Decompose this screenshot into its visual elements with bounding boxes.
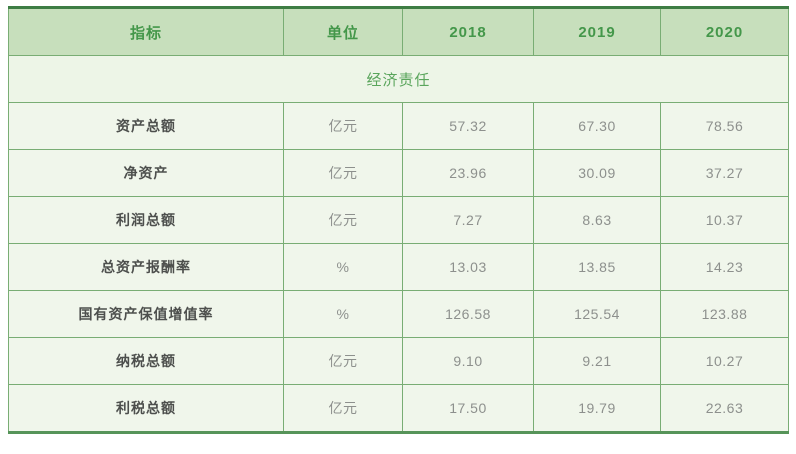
- value-2020-cell: 123.88: [660, 290, 789, 338]
- column-header-unit: 单位: [283, 7, 403, 56]
- value-2020-cell: 10.27: [660, 337, 789, 385]
- value-2018-cell: 126.58: [402, 290, 534, 338]
- value-2020-cell: 14.23: [660, 243, 789, 291]
- column-header-2020: 2020: [660, 7, 789, 56]
- value-2019-cell: 8.63: [533, 196, 661, 244]
- value-2019-cell: 9.21: [533, 337, 661, 385]
- indicator-cell: 利税总额: [8, 384, 284, 433]
- indicator-cell: 总资产报酬率: [8, 243, 284, 291]
- unit-cell: %: [283, 243, 403, 291]
- unit-cell: 亿元: [283, 102, 403, 150]
- value-2018-cell: 13.03: [402, 243, 534, 291]
- value-2018-cell: 7.27: [402, 196, 534, 244]
- section-header-label: 经济责任: [8, 55, 789, 103]
- value-2018-cell: 23.96: [402, 149, 534, 197]
- column-header-indicator: 指标: [8, 7, 284, 56]
- value-2019-cell: 13.85: [533, 243, 661, 291]
- table-row: 总资产报酬率 % 13.03 13.85 14.23: [8, 243, 789, 291]
- indicator-cell: 利润总额: [8, 196, 284, 244]
- value-2019-cell: 125.54: [533, 290, 661, 338]
- value-2019-cell: 19.79: [533, 384, 661, 433]
- table-row: 国有资产保值增值率 % 126.58 125.54 123.88: [8, 290, 789, 338]
- unit-cell: %: [283, 290, 403, 338]
- value-2020-cell: 37.27: [660, 149, 789, 197]
- value-2019-cell: 30.09: [533, 149, 661, 197]
- indicator-cell: 国有资产保值增值率: [8, 290, 284, 338]
- value-2018-cell: 57.32: [402, 102, 534, 150]
- table-header-row: 指标 单位 2018 2019 2020: [8, 7, 789, 56]
- indicators-table: 指标 单位 2018 2019 2020 经济责任 资产总额 亿元 57.32 …: [8, 6, 789, 434]
- section-header-row: 经济责任: [8, 55, 789, 103]
- column-header-2018: 2018: [402, 7, 534, 56]
- table-row: 资产总额 亿元 57.32 67.30 78.56: [8, 102, 789, 150]
- indicator-cell: 资产总额: [8, 102, 284, 150]
- table-row: 利润总额 亿元 7.27 8.63 10.37: [8, 196, 789, 244]
- table-row: 净资产 亿元 23.96 30.09 37.27: [8, 149, 789, 197]
- value-2020-cell: 10.37: [660, 196, 789, 244]
- column-header-2019: 2019: [533, 7, 661, 56]
- indicator-cell: 纳税总额: [8, 337, 284, 385]
- unit-cell: 亿元: [283, 337, 403, 385]
- value-2020-cell: 22.63: [660, 384, 789, 433]
- unit-cell: 亿元: [283, 149, 403, 197]
- value-2018-cell: 17.50: [402, 384, 534, 433]
- unit-cell: 亿元: [283, 384, 403, 433]
- unit-cell: 亿元: [283, 196, 403, 244]
- value-2020-cell: 78.56: [660, 102, 789, 150]
- table-row: 纳税总额 亿元 9.10 9.21 10.27: [8, 337, 789, 385]
- indicator-cell: 净资产: [8, 149, 284, 197]
- table-row: 利税总额 亿元 17.50 19.79 22.63: [8, 384, 789, 433]
- value-2018-cell: 9.10: [402, 337, 534, 385]
- value-2019-cell: 67.30: [533, 102, 661, 150]
